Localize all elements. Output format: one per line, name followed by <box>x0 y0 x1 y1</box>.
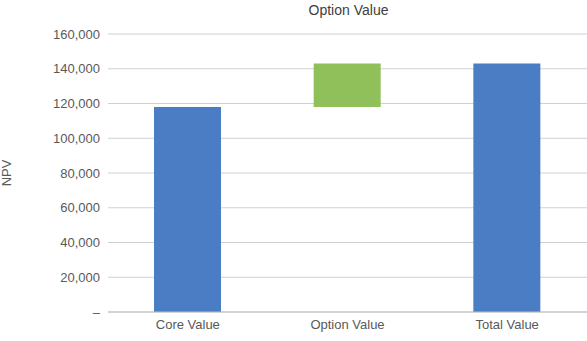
svg-text:Option Value: Option Value <box>310 317 384 332</box>
svg-text:–: – <box>93 305 101 320</box>
svg-text:NPV: NPV <box>8 159 14 186</box>
svg-text:80,000: 80,000 <box>60 166 100 181</box>
html-text:Option Value: Option Value <box>308 2 389 18</box>
svg-text:40,000: 40,000 <box>60 235 100 250</box>
svg-text:100,000: 100,000 <box>53 131 100 146</box>
svg-text:20,000: 20,000 <box>60 270 100 285</box>
svg-text:60,000: 60,000 <box>60 200 100 215</box>
svg-text:140,000: 140,000 <box>53 61 100 76</box>
svg-text:120,000: 120,000 <box>53 96 100 111</box>
svg-text:Total Value: Total Value <box>475 317 538 332</box>
svg-text:Core Value: Core Value <box>156 317 220 332</box>
svg-text:160,000: 160,000 <box>53 27 100 42</box>
